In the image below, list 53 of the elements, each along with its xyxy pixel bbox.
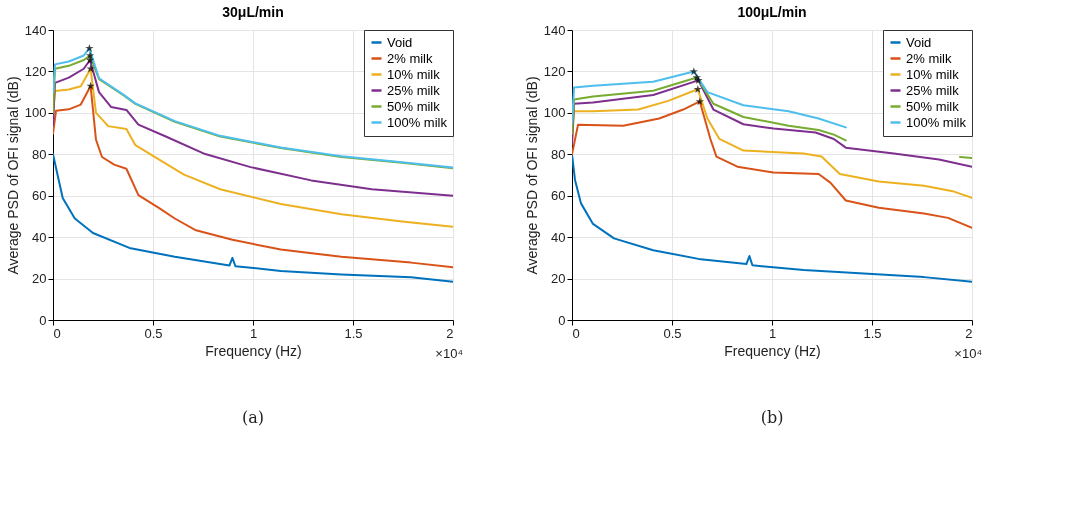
x-tick-label: 0 bbox=[572, 325, 580, 341]
y-tick-label: 20 bbox=[551, 271, 566, 287]
y-tick-label: 140 bbox=[543, 22, 566, 38]
legend-label: 10% milk bbox=[906, 66, 960, 82]
y-axis-title: Average PSD of OFI signal (dB) bbox=[4, 76, 21, 275]
y-tick-label: 80 bbox=[551, 146, 566, 162]
y-tick-label: 0 bbox=[558, 312, 566, 328]
text: (b) bbox=[760, 408, 784, 427]
y-tick-label: 100 bbox=[543, 105, 566, 121]
legend-label: 50% milk bbox=[906, 98, 960, 114]
text: (a) bbox=[241, 408, 265, 427]
y-tick-label: 0 bbox=[39, 312, 47, 328]
x-tick-label: 1.5 bbox=[344, 325, 363, 341]
point bbox=[693, 85, 702, 94]
x-tick-label: 2 bbox=[446, 325, 454, 341]
legend-label: 25% milk bbox=[387, 82, 441, 98]
text: ×10⁴ bbox=[954, 346, 982, 361]
legend-label: 100% milk bbox=[387, 114, 448, 130]
x-axis-title: Frequency (Hz) bbox=[205, 342, 302, 359]
y-tick-label: 100 bbox=[24, 105, 47, 121]
legend-label: 10% milk bbox=[387, 66, 441, 82]
y-tick-label: 60 bbox=[551, 188, 566, 204]
y-tick-label: 20 bbox=[32, 271, 47, 287]
chart-title: 30μL/min bbox=[222, 4, 284, 20]
x-tick-label: 1 bbox=[768, 325, 777, 341]
x-tick-label: 0.5 bbox=[144, 325, 163, 341]
legend-label: Void bbox=[906, 34, 932, 50]
y-tick-label: 40 bbox=[551, 229, 566, 245]
y-tick-label: 120 bbox=[24, 63, 47, 79]
y-tick-label: 40 bbox=[32, 229, 47, 245]
legend-label: 2% milk bbox=[387, 50, 434, 66]
y-tick-label: 140 bbox=[24, 22, 47, 38]
line-series bbox=[53, 153, 453, 283]
x-tick-label: 0 bbox=[53, 325, 61, 341]
legend-label: 25% milk bbox=[906, 82, 960, 98]
legend-label: 100% milk bbox=[906, 114, 967, 130]
x-axis-title: Frequency (Hz) bbox=[724, 342, 821, 359]
y-tick-label: 120 bbox=[543, 63, 566, 79]
line-series bbox=[572, 153, 972, 283]
x-tick-label: 2 bbox=[965, 325, 973, 341]
x-tick-label: 1.5 bbox=[863, 325, 882, 341]
legend-label: 2% milk bbox=[906, 50, 953, 66]
chart-title: 100μL/min bbox=[737, 4, 807, 20]
x-tick-label: 1 bbox=[249, 325, 258, 341]
text: ×10⁴ bbox=[435, 346, 463, 361]
legend-label: 50% milk bbox=[387, 98, 441, 114]
point bbox=[689, 67, 698, 76]
point bbox=[695, 97, 704, 106]
x-tick-label: 0.5 bbox=[663, 325, 682, 341]
legend-label: Void bbox=[387, 34, 413, 50]
y-axis-title: Average PSD of OFI signal (dB) bbox=[523, 76, 540, 275]
y-tick-label: 80 bbox=[32, 146, 47, 162]
y-tick-label: 60 bbox=[32, 188, 47, 204]
